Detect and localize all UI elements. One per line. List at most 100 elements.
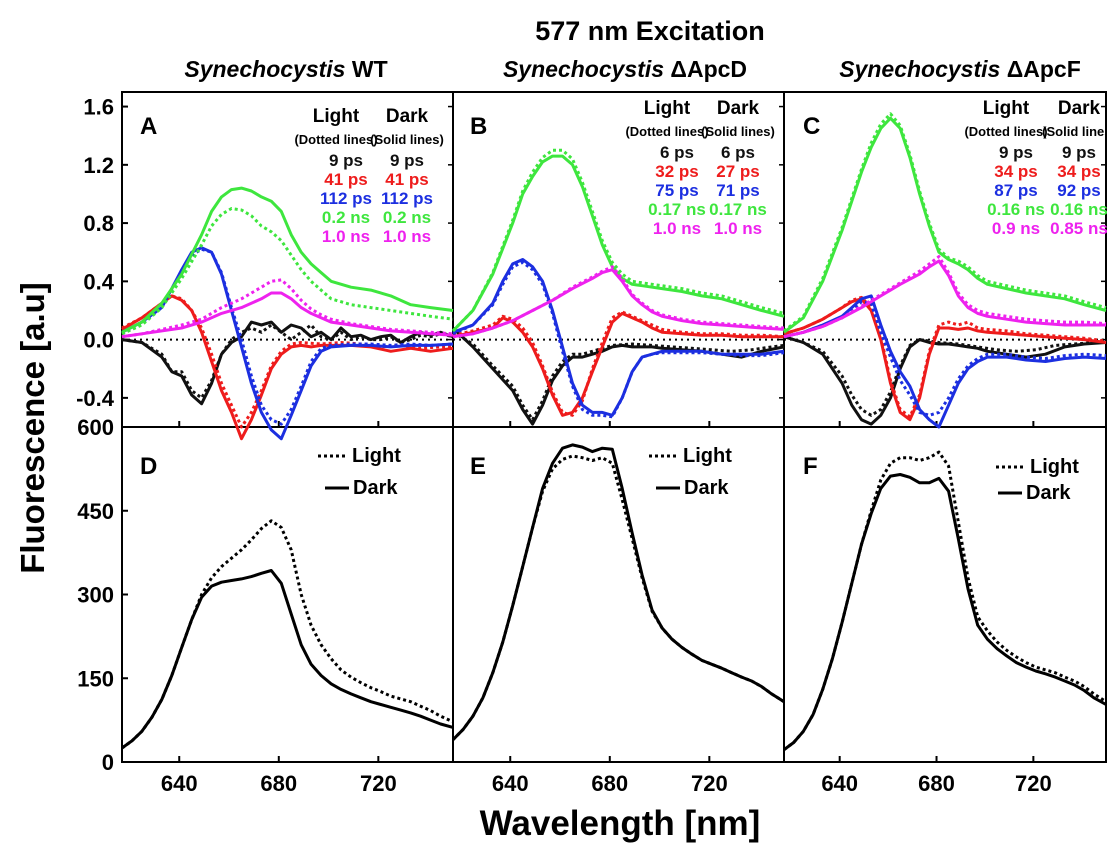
lifetime-light-4: 0.17 ns bbox=[648, 200, 706, 219]
component-2-light-line bbox=[121, 294, 453, 429]
x-tick-label: 640 bbox=[492, 771, 529, 796]
panel-letter-b: B bbox=[470, 113, 487, 140]
lifetime-light-5: 1.0 ns bbox=[653, 219, 701, 238]
component-5-dark-line bbox=[783, 259, 1106, 339]
lifetime-light-5: 0.9 ns bbox=[992, 219, 1040, 238]
x-tick-label: 680 bbox=[591, 771, 628, 796]
lifetime-light-3: 75 ps bbox=[655, 181, 698, 200]
component-3-dark-line bbox=[783, 294, 1107, 429]
lifetime-dark-2: 27 ps bbox=[716, 162, 759, 181]
legends: Light Dark(Dotted lines)(Solid lines)9 ps… bbox=[294, 98, 1107, 504]
component-1-dark-line bbox=[121, 320, 454, 406]
legend-light-subheader: (Dotted lines) bbox=[964, 124, 1047, 139]
y-tick-label: 0.4 bbox=[83, 269, 114, 294]
component-1-dark-line bbox=[783, 335, 1107, 426]
lifetime-light-2: 34 ps bbox=[994, 162, 1037, 181]
y-tick-label: 0.0 bbox=[83, 328, 114, 353]
lifetime-dark-3: 71 ps bbox=[716, 181, 759, 200]
component-3-dark-line bbox=[121, 246, 454, 441]
component-2-dark-line bbox=[452, 311, 784, 417]
lifetime-dark-5: 1.0 ns bbox=[714, 219, 762, 238]
component-4-dark-line bbox=[783, 116, 1107, 334]
lifetime-dark-5: 0.85 ns bbox=[1050, 219, 1107, 238]
legend-light-header: Light bbox=[313, 106, 360, 127]
legend-dark-label: Dark bbox=[1026, 482, 1071, 504]
component-3-dark-line bbox=[452, 258, 785, 417]
lifetime-dark-1: 9 ps bbox=[390, 151, 424, 170]
lifetime-dark-4: 0.2 ns bbox=[383, 208, 431, 227]
component-1-light-line bbox=[452, 331, 785, 422]
lifetime-dark-1: 6 ps bbox=[721, 143, 755, 162]
legend-light-header: Light bbox=[644, 98, 691, 119]
spectrum-light-line bbox=[783, 450, 1107, 751]
y-tick-label: 0 bbox=[102, 750, 114, 775]
y-tick-label: 300 bbox=[77, 583, 114, 608]
y-tick-label: 1.6 bbox=[83, 95, 114, 120]
x-tick-label: 640 bbox=[161, 771, 198, 796]
panel-f-frame bbox=[783, 426, 1107, 763]
lifetime-light-4: 0.2 ns bbox=[322, 208, 370, 227]
column-title-apcd: Synechocystis ΔApcD bbox=[503, 56, 747, 82]
legend-dark-subheader: (Solid lines) bbox=[701, 124, 775, 139]
lifetime-light-1: 9 ps bbox=[999, 143, 1033, 162]
legend-light-subheader: (Dotted lines) bbox=[625, 124, 708, 139]
data-curves bbox=[121, 112, 1107, 751]
x-tick-label: 720 bbox=[360, 771, 397, 796]
component-3-light-line bbox=[121, 247, 454, 426]
component-4-light-line bbox=[121, 207, 454, 336]
y-tick-label: 450 bbox=[77, 499, 114, 524]
panel-letter-d: D bbox=[140, 453, 157, 480]
lifetime-dark-2: 41 ps bbox=[385, 170, 428, 189]
x-axis-label: Wavelength [nm] bbox=[480, 804, 761, 843]
spectrum-dark-line bbox=[451, 443, 785, 741]
y-tick-label: 150 bbox=[77, 666, 114, 691]
legend-dark-header: Dark bbox=[717, 98, 760, 119]
spectrum-light-line bbox=[121, 519, 454, 750]
component-4-dark-line bbox=[451, 154, 785, 332]
x-tick-label: 720 bbox=[691, 771, 728, 796]
lifetime-light-1: 9 ps bbox=[329, 151, 363, 170]
x-tick-label: 720 bbox=[1015, 771, 1052, 796]
legend-dark-label: Dark bbox=[684, 477, 729, 499]
panel-letter-f: F bbox=[803, 453, 818, 480]
component-5-dark-line bbox=[121, 291, 454, 339]
legend-dark-header: Dark bbox=[386, 106, 429, 127]
x-tick-label: 640 bbox=[821, 771, 858, 796]
lifetime-light-4: 0.16 ns bbox=[987, 200, 1045, 219]
column-title-wt: Synechocystis WT bbox=[184, 56, 387, 82]
lifetime-dark-4: 0.17 ns bbox=[709, 200, 767, 219]
component-2-dark-line bbox=[783, 297, 1107, 422]
spectrum-dark-line bbox=[783, 473, 1107, 751]
legend-dark-subheader: (Solid lines) bbox=[370, 132, 444, 147]
legend-light-header: Light bbox=[983, 98, 1030, 119]
legend-light-subheader: (Dotted lines) bbox=[294, 132, 377, 147]
x-tick-label: 680 bbox=[918, 771, 955, 796]
y-tick-label: 600 bbox=[77, 415, 114, 440]
figure-title: 577 nm Excitation bbox=[535, 16, 765, 46]
legend-light-label: Light bbox=[683, 445, 732, 467]
lifetime-dark-1: 9 ps bbox=[1062, 143, 1096, 162]
lifetime-dark-3: 92 ps bbox=[1057, 181, 1100, 200]
legend-light-label: Light bbox=[352, 445, 401, 467]
panel-letter-a: A bbox=[140, 113, 157, 140]
panel-letter-e: E bbox=[470, 453, 486, 480]
legend-light-label: Light bbox=[1030, 456, 1079, 478]
component-1-light-line bbox=[121, 323, 454, 400]
lifetime-light-2: 32 ps bbox=[655, 162, 698, 181]
component-4-dark-line bbox=[121, 186, 454, 334]
lifetime-dark-5: 1.0 ns bbox=[383, 227, 431, 246]
y-tick-label: 0.8 bbox=[83, 211, 114, 236]
lifetime-dark-3: 112 ps bbox=[381, 189, 433, 208]
x-tick-label: 680 bbox=[260, 771, 297, 796]
y-tick-label: -0.4 bbox=[76, 386, 115, 411]
spectrum-light-line bbox=[451, 454, 785, 741]
y-tick-label: 1.2 bbox=[83, 153, 114, 178]
panel-letter-c: C bbox=[803, 113, 820, 140]
lifetime-dark-2: 34 ps bbox=[1057, 162, 1100, 181]
component-2-dark-line bbox=[121, 294, 454, 441]
lifetime-dark-4: 0.16 ns bbox=[1050, 200, 1107, 219]
lifetime-light-2: 41 ps bbox=[324, 170, 367, 189]
legend-dark-label: Dark bbox=[353, 477, 398, 499]
lifetime-light-3: 112 ps bbox=[320, 189, 372, 208]
axis-ticks: 640 680 720 640 680 720 640 680 720 1.6 1.2 0.8 0.4 0… bbox=[76, 95, 1106, 796]
